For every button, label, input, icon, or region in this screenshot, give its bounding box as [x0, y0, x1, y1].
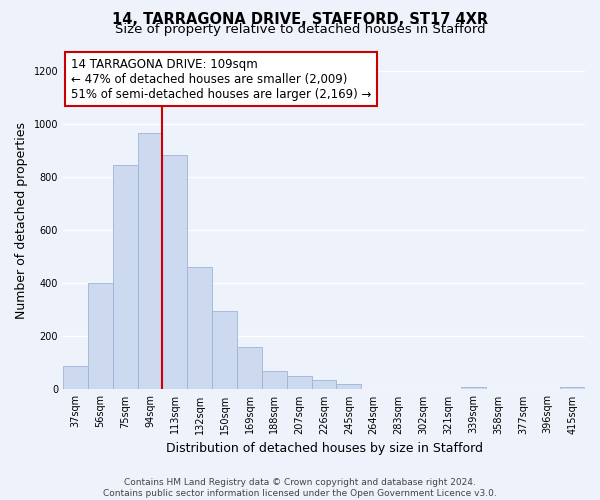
Bar [337, 384, 361, 390]
Bar [262, 371, 287, 390]
Y-axis label: Number of detached properties: Number of detached properties [15, 122, 28, 320]
Bar [212, 310, 237, 390]
X-axis label: Distribution of detached houses by size in Stafford: Distribution of detached houses by size … [166, 442, 482, 455]
Bar [237, 347, 262, 390]
Text: 14, TARRAGONA DRIVE, STAFFORD, ST17 4XR: 14, TARRAGONA DRIVE, STAFFORD, ST17 4XR [112, 12, 488, 28]
Text: 14 TARRAGONA DRIVE: 109sqm
← 47% of detached houses are smaller (2,009)
51% of s: 14 TARRAGONA DRIVE: 109sqm ← 47% of deta… [71, 58, 371, 100]
Bar [187, 268, 212, 390]
Text: Contains HM Land Registry data © Crown copyright and database right 2024.
Contai: Contains HM Land Registry data © Crown c… [103, 478, 497, 498]
Bar [137, 134, 163, 390]
Bar [88, 284, 113, 390]
Bar [163, 154, 187, 390]
Bar [287, 376, 311, 390]
Bar [461, 387, 485, 390]
Bar [63, 366, 88, 390]
Bar [560, 387, 585, 390]
Bar [113, 166, 137, 390]
Bar [311, 380, 337, 390]
Text: Size of property relative to detached houses in Stafford: Size of property relative to detached ho… [115, 22, 485, 36]
